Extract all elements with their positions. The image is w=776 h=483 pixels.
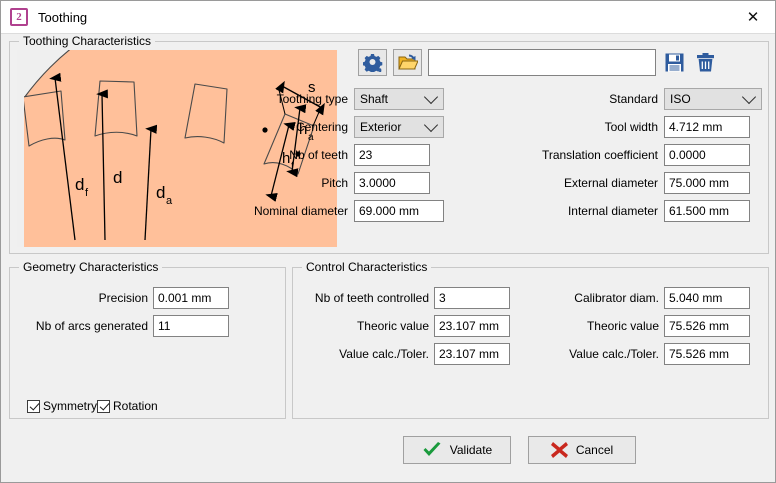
rotation-checkbox[interactable]: Rotation: [97, 399, 158, 413]
centering-value: Exterior: [360, 120, 402, 134]
label-d: d: [113, 168, 122, 187]
checkbox-check-icon: [27, 399, 40, 413]
label-pitch: Pitch: [321, 176, 348, 190]
toothing-group-legend: Toothing Characteristics: [19, 34, 156, 48]
red-cross-icon: [550, 442, 568, 458]
label-internal-diameter: Internal diameter: [567, 204, 658, 218]
centering-select[interactable]: Exterior: [354, 116, 444, 138]
trash-icon-glyph: [697, 53, 714, 72]
symmetry-checkbox[interactable]: Symmetry: [27, 399, 97, 413]
standard-value: ISO: [670, 92, 691, 106]
translation-coefficient-input[interactable]: [664, 144, 750, 166]
toothing-type-value: Shaft: [360, 92, 389, 106]
geometry-group-legend: Geometry Characteristics: [19, 260, 163, 274]
save-floppy-icon[interactable]: [660, 49, 689, 76]
label-da: d: [156, 183, 165, 202]
trash-delete-icon[interactable]: [691, 49, 720, 76]
label-nb-of-arcs-generated: Nb of arcs generated: [35, 319, 148, 333]
nominal-diameter-input[interactable]: [354, 200, 444, 222]
close-icon[interactable]: ✕: [731, 1, 775, 32]
label-theoric-value-right: Theoric value: [586, 319, 659, 333]
checkbox-check-icon: [97, 399, 110, 413]
theoric-value-right-input[interactable]: [664, 315, 750, 337]
control-characteristics-group: Control Characteristics Nb of teeth cont…: [292, 260, 769, 419]
chevron-down-icon: [741, 89, 757, 105]
external-diameter-input[interactable]: [664, 172, 750, 194]
symmetry-label: Symmetry: [43, 399, 97, 413]
value-calc-toler-left-input[interactable]: [434, 343, 510, 365]
label-ha-sub: a: [308, 132, 314, 143]
label-centering: Centering: [295, 120, 348, 134]
label-standard: Standard: [609, 92, 658, 106]
label-value-calc-toler-left: Value calc./Toler.: [339, 347, 429, 361]
nb-of-teeth-controlled-input[interactable]: [434, 287, 510, 309]
tool-width-input[interactable]: [664, 116, 750, 138]
nb-of-teeth-input[interactable]: [354, 144, 430, 166]
label-translation-coefficient: Translation coefficient: [541, 148, 658, 162]
label-tool-width: Tool width: [604, 120, 658, 134]
gear-toothing-diagram: d f d d a h a h f s: [17, 50, 337, 247]
green-check-icon: [423, 442, 441, 456]
label-external-diameter: External diameter: [563, 176, 658, 190]
validate-button[interactable]: Validate: [403, 436, 511, 464]
toothing-type-select[interactable]: Shaft: [354, 88, 444, 110]
pitch-input[interactable]: [354, 172, 430, 194]
label-calibrator-diam: Calibrator diam.: [574, 291, 659, 305]
internal-diameter-input[interactable]: [664, 200, 750, 222]
precision-input[interactable]: [153, 287, 229, 309]
control-group-legend: Control Characteristics: [302, 260, 432, 274]
value-calc-toler-right-input[interactable]: [664, 343, 750, 365]
app-logo-icon: 2: [10, 8, 28, 26]
title-bar: 2 Toothing ✕: [1, 1, 775, 34]
standard-select[interactable]: ISO: [664, 88, 762, 110]
label-toothing-type: Toothing type: [276, 92, 348, 106]
label-precision: Precision: [98, 291, 148, 305]
nb-of-arcs-generated-input[interactable]: [153, 315, 229, 337]
theoric-value-left-input[interactable]: [434, 315, 510, 337]
label-df: d: [75, 175, 84, 194]
label-hf: h: [282, 150, 290, 167]
toothing-characteristics-group: Toothing Characteristics: [9, 34, 769, 254]
label-hf-sub: f: [291, 161, 294, 172]
chevron-down-icon: [423, 89, 439, 105]
label-ha: h: [299, 121, 307, 138]
label-theoric-value-left: Theoric value: [356, 319, 429, 333]
gear-settings-icon[interactable]: [358, 49, 387, 76]
label-nominal-diameter: Nominal diameter: [253, 204, 348, 218]
cancel-button[interactable]: Cancel: [528, 436, 636, 464]
cancel-label: Cancel: [575, 443, 614, 457]
label-value-calc-toler-right: Value calc./Toler.: [569, 347, 659, 361]
geometry-characteristics-group: Geometry Characteristics Precision Nb of…: [9, 260, 286, 419]
calibrator-diam-input[interactable]: [664, 287, 750, 309]
floppy-icon-glyph: [665, 53, 684, 72]
label-da-sub: a: [166, 195, 173, 207]
rotation-label: Rotation: [113, 399, 158, 413]
chevron-down-icon: [423, 117, 439, 133]
folder-open-icon-glyph: [397, 54, 418, 69]
window-title: Toothing: [38, 9, 88, 25]
label-nb-of-teeth-controlled: Nb of teeth controlled: [314, 291, 429, 305]
label-df-sub: f: [85, 187, 89, 199]
folder-open-icon[interactable]: [393, 49, 422, 76]
gear-icon-glyph: [362, 54, 382, 72]
label-s: s: [308, 79, 316, 96]
toothing-name-input[interactable]: [428, 49, 656, 76]
label-nb-of-teeth: Nb of teeth: [289, 148, 348, 162]
validate-label: Validate: [449, 443, 493, 457]
